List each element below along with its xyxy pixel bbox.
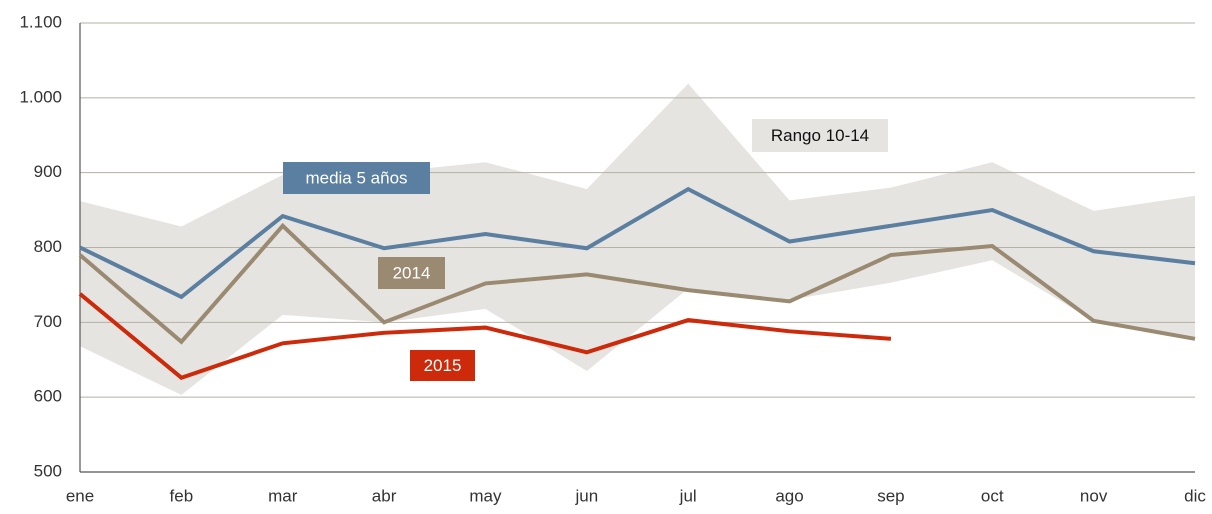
band-label-box [752,119,888,152]
range-band [80,83,1195,395]
line [78,222,1196,345]
y-tick-label: 1.000 [19,87,62,106]
x-tick-label: may [469,486,502,505]
series-label: 2015 [424,356,462,375]
series-label-box [410,350,475,381]
x-tick-label: nov [1080,486,1108,505]
x-tick-label: mar [268,486,298,505]
y-tick-label: 600 [34,387,62,406]
y-tick-label: 500 [34,461,62,480]
line [79,186,1196,300]
x-tick-label: abr [372,486,397,505]
x-tick-label: ago [775,486,803,505]
series-label-box [378,257,445,289]
line [78,292,892,380]
y-tick-label: 900 [34,162,62,181]
y-tick-label: 700 [34,312,62,331]
x-tick-label: oct [981,486,1004,505]
x-tick-label: dic [1184,486,1206,505]
x-tick-label: sep [877,486,904,505]
x-tick-label: jun [574,486,598,505]
x-tick-label: feb [170,486,194,505]
band-label: Rango 10-14 [771,126,869,145]
series-label: 2014 [393,263,431,282]
y-tick-label: 1.100 [19,12,62,31]
x-tick-label: ene [66,486,94,505]
series-label-box [283,162,430,194]
series-label: media 5 años [305,168,407,187]
y-tick-label: 800 [34,237,62,256]
x-tick-label: jul [679,486,697,505]
